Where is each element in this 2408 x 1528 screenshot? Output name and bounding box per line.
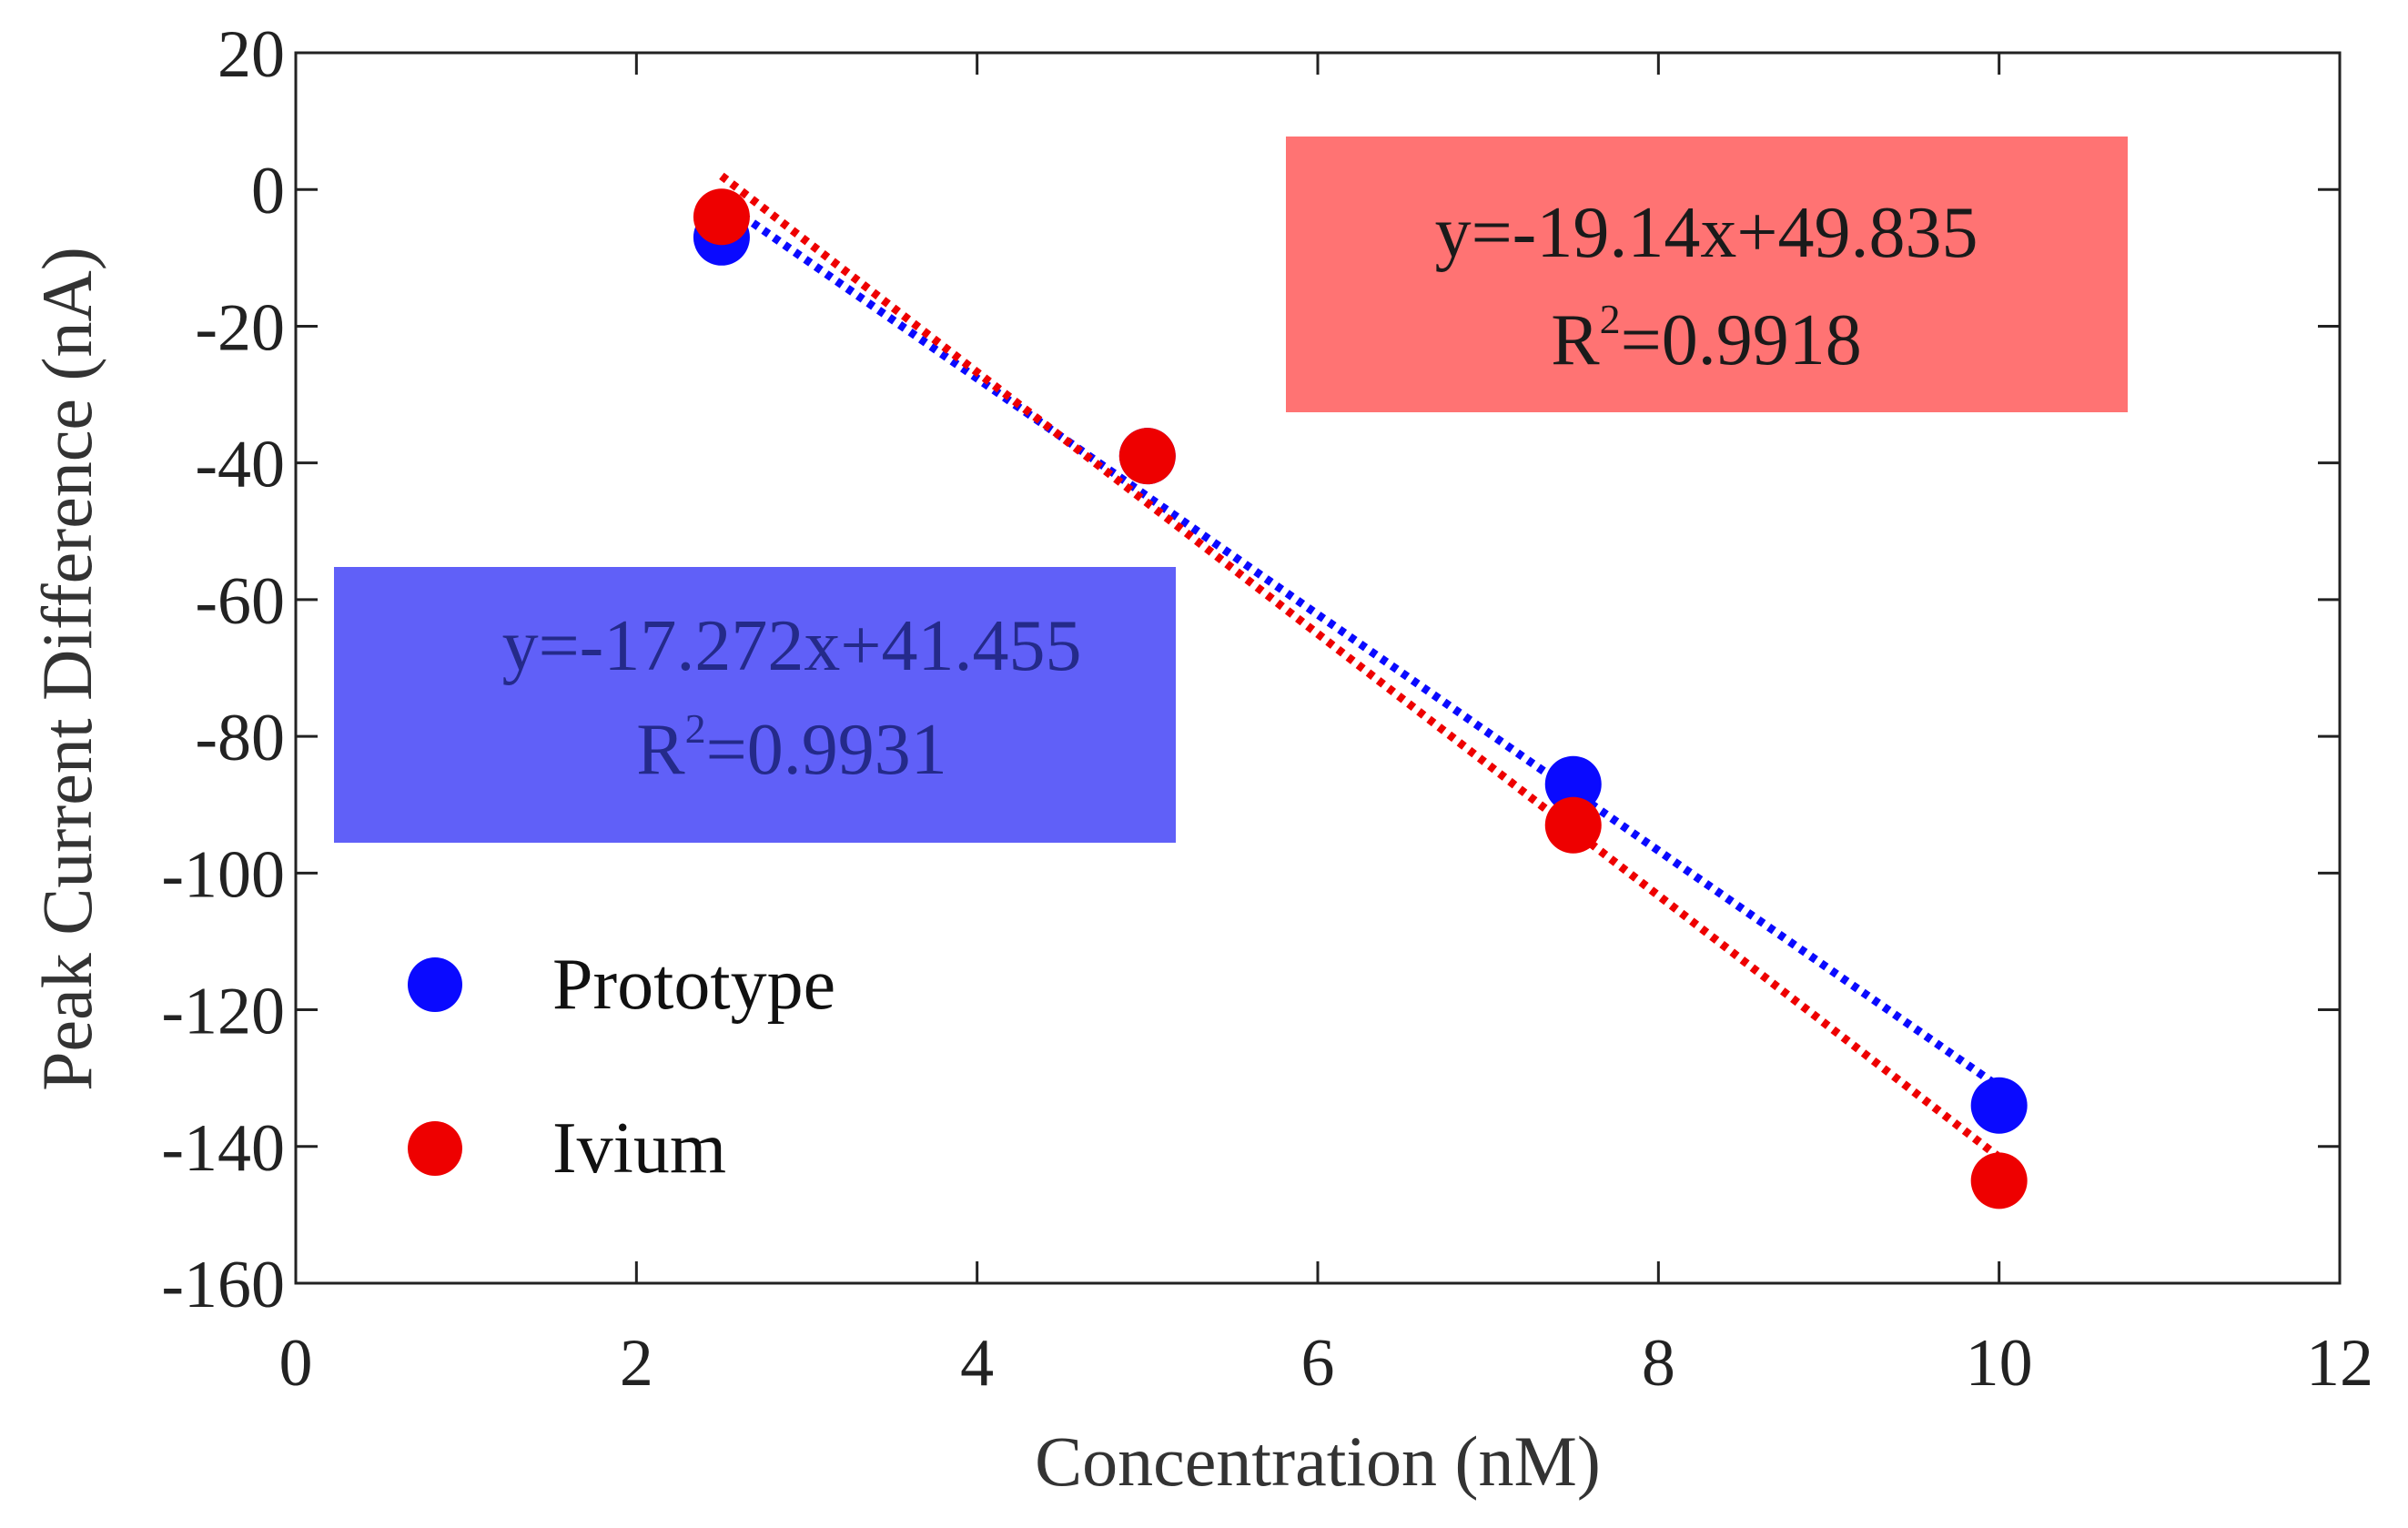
x-tick-label: 4: [960, 1326, 994, 1401]
x-tick-label: 8: [1642, 1326, 1675, 1401]
legend-marker-prototype: [408, 957, 462, 1012]
plot-frame: [294, 51, 2342, 1285]
data-point-ivium: [1118, 428, 1176, 485]
y-tick-label: -60: [195, 564, 285, 639]
y-tick-label: -160: [161, 1248, 285, 1322]
data-point-prototype: [1970, 1077, 2028, 1134]
y-tick-label: -100: [161, 837, 285, 912]
y-tick-label: 0: [251, 154, 285, 228]
data-point-ivium: [693, 188, 750, 246]
y-tick-label: -20: [195, 290, 285, 365]
y-tick-label: -120: [161, 975, 285, 1049]
x-axis-title: Concentration (nM): [1035, 1422, 1601, 1501]
x-tick-label: 10: [1966, 1326, 2033, 1401]
equation-box-prototype: y=-17.272x+41.455 R2=0.9931: [334, 567, 1176, 843]
x-tick-label: 12: [2306, 1326, 2373, 1401]
y-axis-title: Peak Current Difference (nA): [27, 247, 106, 1091]
data-point-ivium: [1970, 1152, 2028, 1209]
prototype-equation-background: [334, 567, 1176, 843]
data-points: [693, 188, 2028, 1209]
tick-labels: 0 2 4 6 8 10 12 20 0 -20 -40 -60 -80 -100 -120 -140 -160: [161, 17, 2373, 1401]
legend: Prototype Ivium: [408, 945, 835, 1189]
ivium-r-squared: R2=0.9918: [1551, 296, 1861, 380]
y-tick-label: -140: [161, 1111, 285, 1186]
trendline-prototype: [719, 197, 2002, 1090]
trendline-ivium: [719, 172, 2002, 1161]
x-tick-label: 2: [620, 1326, 653, 1401]
legend-label-prototype: Prototype: [552, 945, 835, 1025]
legend-marker-ivium: [408, 1121, 462, 1176]
y-tick-label: 20: [218, 17, 285, 92]
legend-label-ivium: Ivium: [552, 1108, 726, 1189]
ivium-equation-background: [1286, 137, 2128, 412]
x-tick-label: 0: [279, 1326, 313, 1401]
ivium-equation: y=-19.14x+49.835: [1435, 193, 1978, 273]
prototype-r-squared: R2=0.9931: [636, 705, 946, 790]
trendlines: [719, 172, 2002, 1161]
data-point-prototype: [1544, 755, 1602, 813]
prototype-equation: y=-17.272x+41.455: [502, 606, 1082, 686]
y-tick-label: -40: [195, 428, 285, 502]
equation-box-ivium: y=-19.14x+49.835 R2=0.9918: [1286, 137, 2128, 412]
y-tick-label: -80: [195, 701, 285, 775]
x-tick-label: 6: [1301, 1326, 1335, 1401]
data-point-ivium: [1544, 796, 1602, 854]
